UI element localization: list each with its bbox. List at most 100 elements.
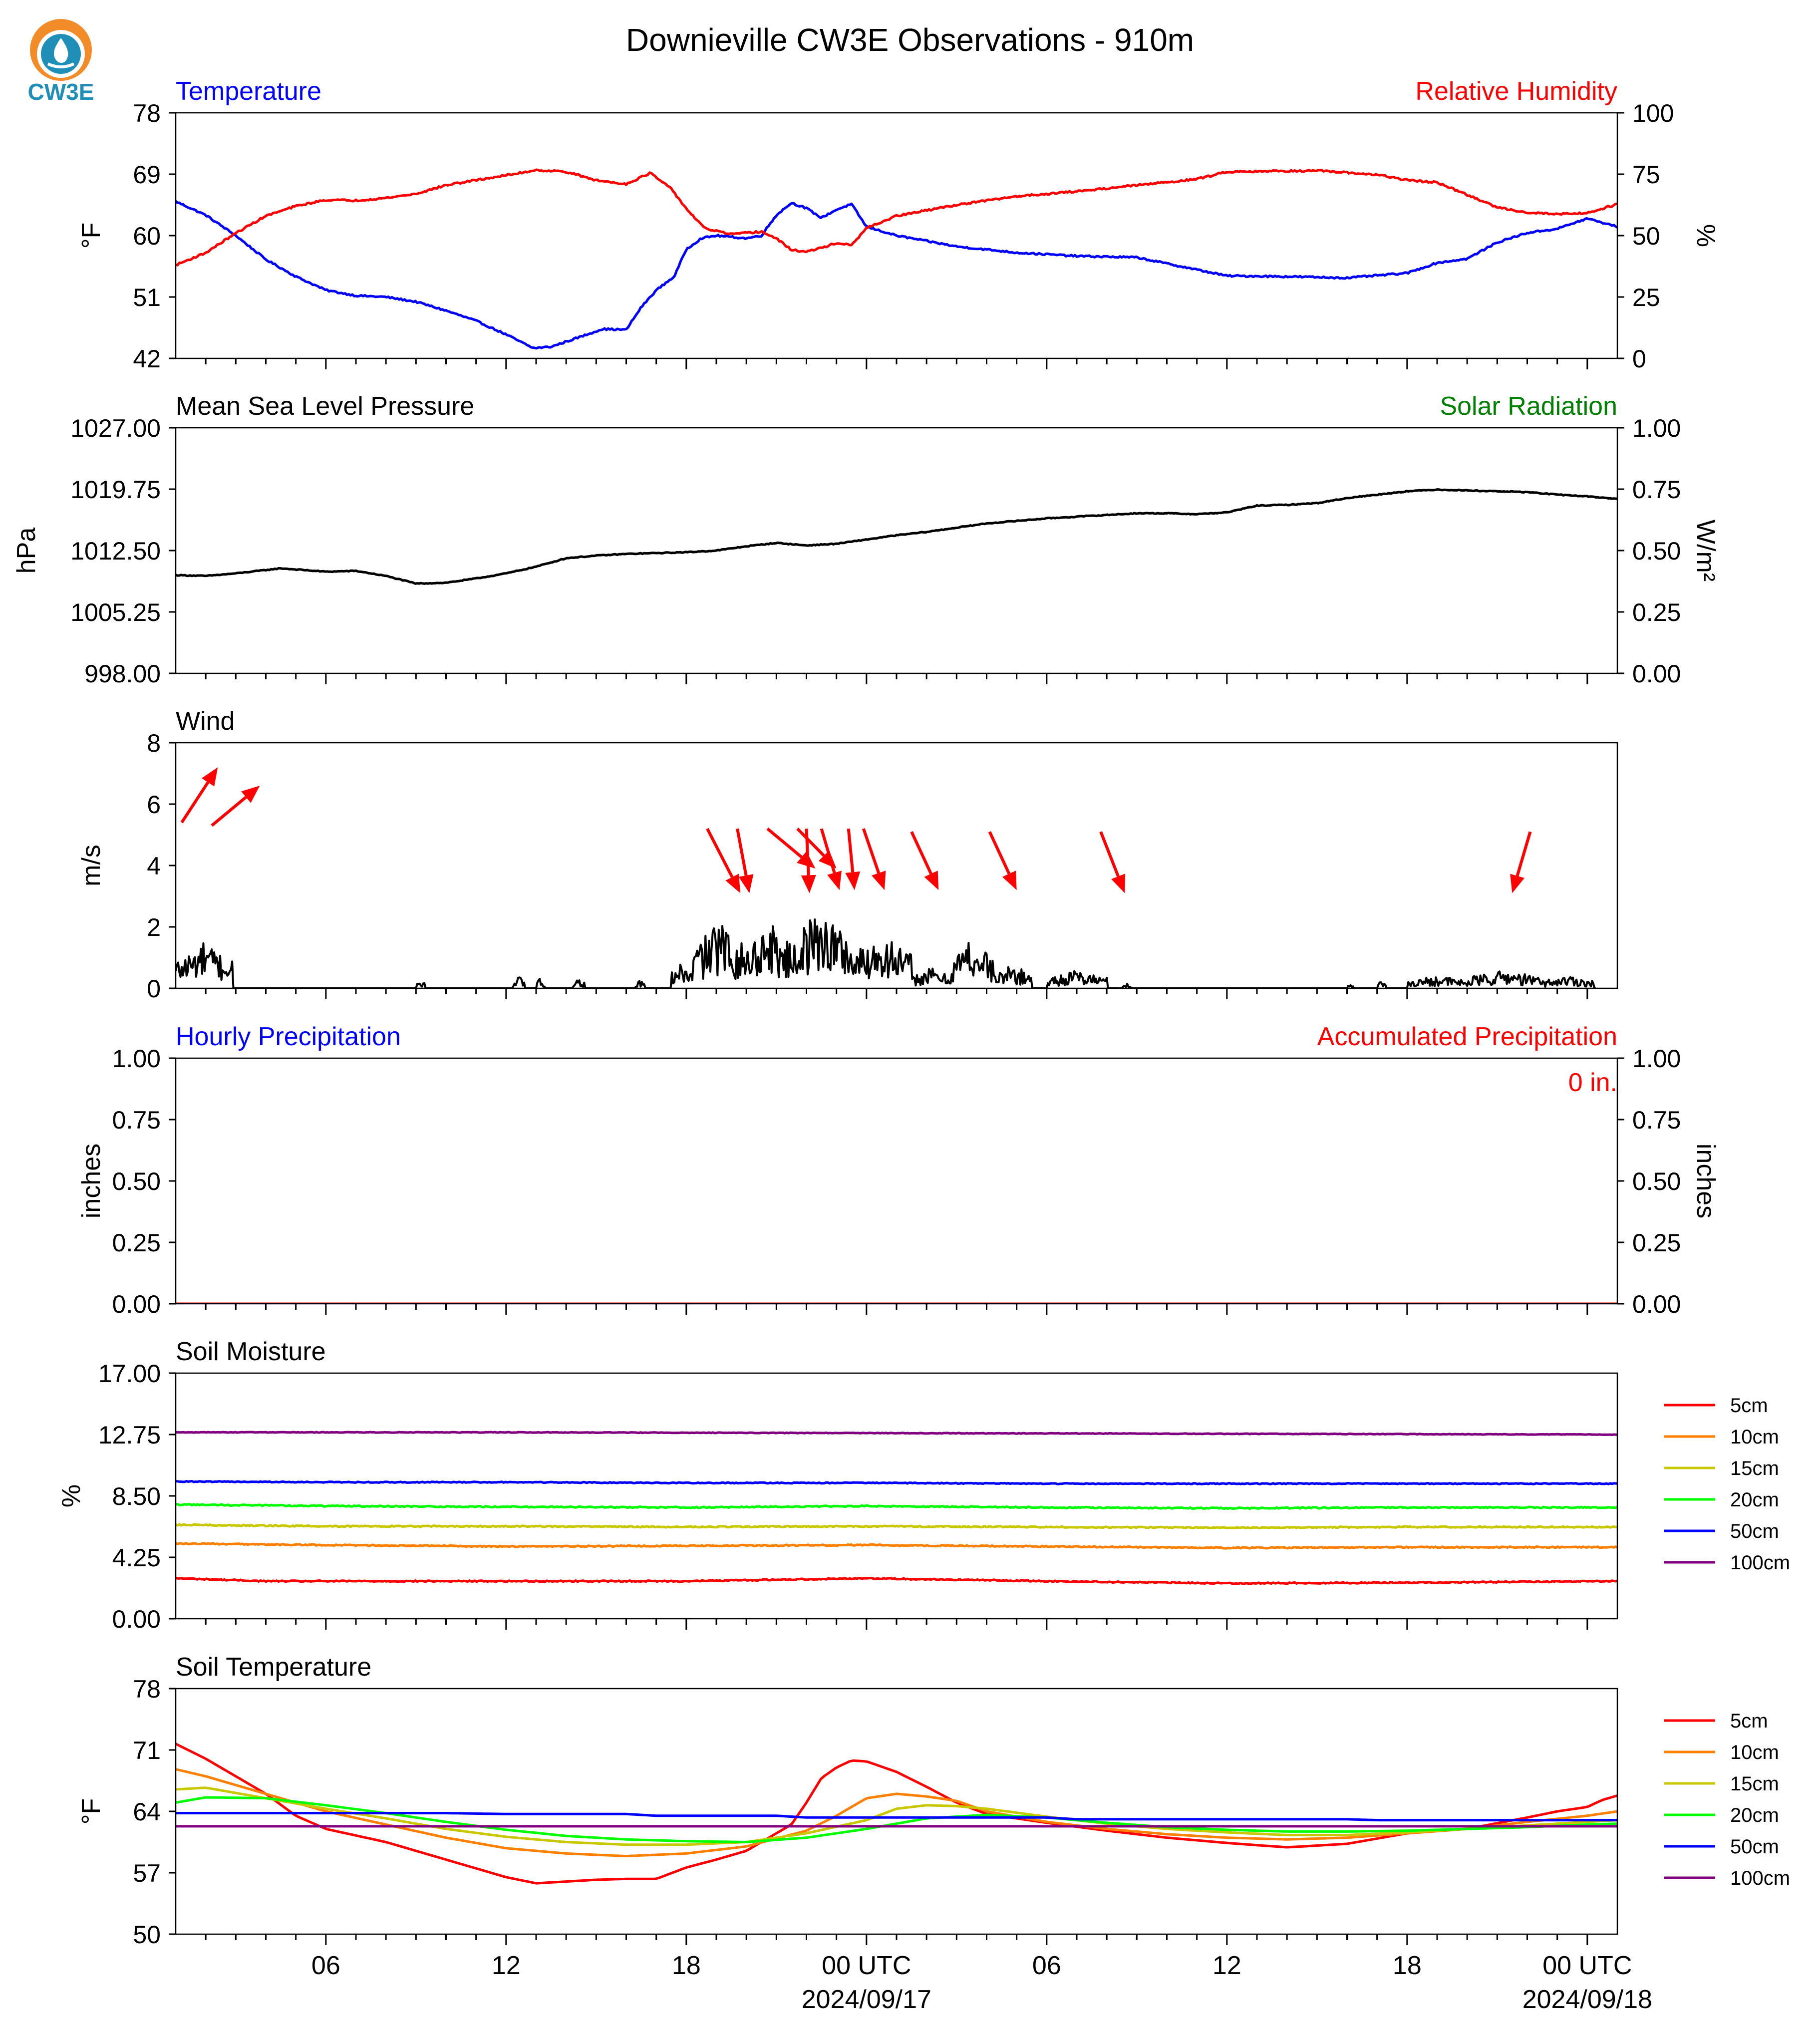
series-line-5cm <box>176 1742 1617 1885</box>
y-axis-label: °F <box>77 1798 106 1825</box>
legend-label: 50cm <box>1730 1836 1779 1858</box>
y-right-axis-label: W/m² <box>1691 520 1720 581</box>
y-tick-label: 8 <box>147 729 161 757</box>
y-right-tick-label: 0.50 <box>1632 537 1681 565</box>
x-tick-label: 00 UTC <box>822 1951 911 1980</box>
y-tick-label: 0.25 <box>112 1229 161 1257</box>
y-tick-label: 1027.00 <box>70 414 161 442</box>
y-right-tick-label: 1.00 <box>1632 1045 1681 1073</box>
panel-precip: Hourly Precipitation Accumulated Precipit… <box>77 1022 1720 1318</box>
series-line-20cm <box>176 1796 1617 1843</box>
series-line-10cm <box>176 1768 1617 1858</box>
series-line-50cm <box>176 1812 1617 1822</box>
legend-label: 5cm <box>1730 1710 1768 1732</box>
y-tick-label: 64 <box>133 1798 161 1826</box>
legend-label: 15cm <box>1730 1773 1779 1795</box>
y-tick-label: 50 <box>133 1921 161 1949</box>
wind-direction-arrow <box>706 828 741 893</box>
legend-item: 5cm <box>1664 1395 1768 1417</box>
legend-item: 20cm <box>1664 1804 1779 1826</box>
series-line-50cm <box>176 1479 1617 1485</box>
legend-label: 10cm <box>1730 1741 1779 1763</box>
cw3e-logo: CW3E <box>28 19 94 105</box>
legend-label: 100cm <box>1730 1867 1790 1889</box>
y-tick-label: 12.75 <box>98 1421 161 1449</box>
y-right-tick-label: 1.00 <box>1632 414 1681 442</box>
x-tick-label: 18 <box>1393 1951 1422 1980</box>
y-right-tick-label: 0.00 <box>1632 660 1681 688</box>
legend-label: 50cm <box>1730 1520 1779 1542</box>
panel-title-left: Temperature <box>176 77 321 106</box>
series-line-1 <box>176 168 1617 267</box>
plot-frame <box>175 427 1618 674</box>
y-right-tick-label: 0.25 <box>1632 1229 1681 1257</box>
wind-direction-arrow <box>988 831 1017 890</box>
plot-frame <box>175 1688 1618 1935</box>
wind-direction-arrow <box>862 828 886 890</box>
y-tick-label: 1005.25 <box>70 598 161 626</box>
series-line-10cm <box>176 1542 1617 1550</box>
y-tick-label: 0 <box>147 975 161 1003</box>
legend-item: 50cm <box>1664 1520 1779 1542</box>
series-line-100cm <box>176 1431 1617 1436</box>
wind-direction-arrow <box>845 828 861 890</box>
x-tick-label: 18 <box>672 1951 701 1980</box>
y-tick-label: 0.75 <box>112 1106 161 1134</box>
y-tick-label: 2 <box>147 913 161 941</box>
panel-pressure: Mean Sea Level Pressure Solar Radiation 10… <box>12 392 1720 688</box>
y-tick-label: 1012.50 <box>70 537 161 565</box>
wind-direction-arrow <box>1099 831 1126 893</box>
panel-title-left: Wind <box>176 707 235 736</box>
y-right-tick-label: 75 <box>1632 161 1660 189</box>
y-axis-label: hPa <box>12 528 41 574</box>
figure-title: Downieville CW3E Observations - 910m <box>626 22 1194 58</box>
y-tick-label: 4 <box>147 852 161 880</box>
plot-frame <box>175 1057 1618 1305</box>
y-axis-label: % <box>57 1484 86 1507</box>
y-axis-label: m/s <box>77 845 106 886</box>
wind-direction-arrow <box>766 827 816 869</box>
plot-frame <box>175 742 1618 989</box>
panel-wind: Wind 8 6 4 2 0 m/s <box>77 707 1618 1003</box>
y-right-tick-label: 0.75 <box>1632 1106 1681 1134</box>
y-right-axis-label: inches <box>1691 1144 1720 1218</box>
legend-label: 20cm <box>1730 1489 1779 1511</box>
y-tick-label: 1019.75 <box>70 476 161 504</box>
wind-direction-arrow <box>180 767 218 824</box>
legend-label: 20cm <box>1730 1804 1779 1826</box>
y-tick-label: 4.25 <box>112 1544 161 1572</box>
y-tick-label: 42 <box>133 345 161 373</box>
legend-item: 100cm <box>1664 1552 1790 1574</box>
y-tick-label: 57 <box>133 1859 161 1887</box>
y-right-axis-label: % <box>1691 224 1720 247</box>
panel-temp_rh: Temperature Relative Humidity 78 69 60 51 42 °F… <box>77 77 1720 373</box>
legend-item: 10cm <box>1664 1741 1779 1763</box>
legend-item: 10cm <box>1664 1426 1779 1448</box>
wind-direction-arrow <box>1510 831 1532 893</box>
panel-title-right: Accumulated Precipitation <box>1317 1022 1617 1051</box>
x-tick-label: 12 <box>492 1951 521 1980</box>
wind-direction-arrow <box>801 829 816 893</box>
legend-item: 100cm <box>1664 1867 1790 1889</box>
series-line-20cm <box>176 1502 1617 1510</box>
plot-frame <box>175 1372 1618 1620</box>
logo-drop-icon <box>53 38 68 63</box>
series-line-0 <box>176 200 1617 350</box>
logo-text: CW3E <box>28 79 94 105</box>
y-right-tick-label: 25 <box>1632 284 1660 311</box>
y-tick-label: 78 <box>133 1675 161 1703</box>
panel-title-right: Relative Humidity <box>1415 77 1617 106</box>
y-tick-label: 1.00 <box>112 1045 161 1073</box>
y-tick-label: 69 <box>133 161 161 189</box>
y-right-tick-label: 0.50 <box>1632 1167 1681 1195</box>
y-tick-label: 51 <box>133 284 161 311</box>
wind-direction-arrow <box>910 831 939 890</box>
legend-item: 50cm <box>1664 1836 1779 1858</box>
panel-soil_temp: Soil Temperature 78 71 64 57 50 °F 5cm 10cm 15cm 2… <box>77 1653 1790 2014</box>
x-tick-label: 06 <box>311 1951 340 1980</box>
panel-soil_moisture: Soil Moisture 17.00 12.75 8.50 4.25 0.00% 5cm 1… <box>57 1337 1790 1633</box>
y-axis-label: °F <box>77 223 106 249</box>
y-tick-label: 60 <box>133 222 161 250</box>
legend-item: 15cm <box>1664 1773 1779 1795</box>
series-line-5cm <box>176 1576 1617 1585</box>
